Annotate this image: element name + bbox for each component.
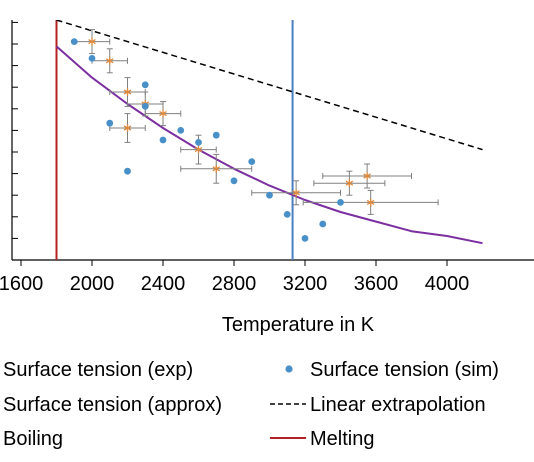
legend-label-linear-extrap: Linear extrapolation <box>310 394 486 416</box>
asterisk-stroke-2 <box>194 147 203 153</box>
exp-asterisk-marker <box>194 145 203 154</box>
legend-label-surface-exp: Surface tension (exp) <box>3 359 193 381</box>
sim-point-8 <box>195 139 202 146</box>
x-tick-label-1: 2000 <box>70 273 115 295</box>
asterisk-stroke-2 <box>345 180 354 186</box>
exp-asterisk-marker <box>123 124 132 132</box>
errorbar-point-1 <box>91 48 128 74</box>
x-tick-labels: 1600 2000 2400 2800 3200 3600 4000 <box>0 273 469 295</box>
x-tick-label-5: 3600 <box>354 273 399 295</box>
errorbar-point-0 <box>73 29 111 55</box>
exp-asterisk-marker <box>105 56 114 65</box>
sim-point-11 <box>248 158 256 166</box>
sim-point-14 <box>301 235 309 242</box>
scatter-series <box>70 38 344 242</box>
line-linear-extrapolation <box>56 20 483 151</box>
sim-point-12 <box>266 191 273 199</box>
exp-asterisk-marker <box>292 188 300 197</box>
legend-item-boiling: Boiling <box>3 428 63 450</box>
errorbar-point-6 <box>180 134 217 165</box>
legend-item-surface-exp: Surface tension (exp) <box>3 359 193 381</box>
legend-item-linear-extrap: Linear extrapolation <box>270 394 486 416</box>
asterisk-stroke-2 <box>105 58 114 64</box>
x-tick-label-4: 3200 <box>283 273 328 295</box>
exp-asterisk-marker <box>363 172 371 180</box>
sim-point-6 <box>159 136 167 144</box>
sim-point-2 <box>106 119 114 127</box>
legend-item-surface-sim: Surface tension (sim) <box>285 359 499 381</box>
errorbar-point-11 <box>302 189 439 215</box>
legend-item-melting: Melting <box>270 428 374 450</box>
exp-asterisk-marker <box>345 179 354 188</box>
sim-point-13 <box>283 211 291 218</box>
errorbar-point-5 <box>144 101 182 127</box>
errorbar-point-3 <box>109 113 146 143</box>
sim-point-3 <box>124 167 131 175</box>
legend-label-surface-approx: Surface tension (approx) <box>3 394 222 416</box>
legend-label-melting: Melting <box>310 428 374 450</box>
sim-point-9 <box>212 131 220 139</box>
errorbar-point-9 <box>313 170 386 196</box>
asterisk-stroke-2 <box>292 190 300 196</box>
asterisk-stroke-2 <box>159 111 167 117</box>
sim-point-16 <box>337 199 344 206</box>
y-ticks <box>12 21 18 261</box>
asterisk-stroke-2 <box>123 125 132 131</box>
exp-asterisk-marker <box>366 198 375 207</box>
legend: Surface tension (exp) Surface tension (s… <box>3 359 499 450</box>
x-tick-label-6: 4000 <box>425 273 470 295</box>
exp-asterisk-marker <box>88 37 96 46</box>
errorbar-point-7 <box>180 153 253 184</box>
legend-label-boiling: Boiling <box>3 428 63 450</box>
axes: 1600 2000 2400 2800 3200 3600 4000 <box>0 20 534 295</box>
sim-point-5 <box>141 103 149 110</box>
x-tick-label-2: 2400 <box>141 273 186 295</box>
exp-asterisk-marker <box>123 88 132 96</box>
sim-point-15 <box>319 220 327 228</box>
sim-point-0 <box>70 38 78 45</box>
sim-point-7 <box>177 126 185 134</box>
series-lines <box>55 20 483 245</box>
vertical-lines <box>55 20 294 260</box>
sim-point-10 <box>230 177 238 185</box>
asterisk-stroke-2 <box>123 89 132 95</box>
x-tick-label-0: 1600 <box>0 273 43 295</box>
x-tick-label-3: 2800 <box>212 273 257 295</box>
line-surface-tension-approx <box>55 45 483 245</box>
exp-asterisk-marker <box>159 109 167 118</box>
legend-marker-sim <box>285 365 293 373</box>
sim-point-4 <box>141 81 149 89</box>
errorbar-point-8 <box>251 180 341 206</box>
legend-item-surface-approx: Surface tension (approx) <box>3 394 222 416</box>
asterisk-stroke-2 <box>212 166 221 172</box>
plot-area <box>55 20 483 260</box>
x-axis-label: Temperature in K <box>222 314 375 336</box>
asterisk-stroke-2 <box>88 39 96 45</box>
asterisk-stroke-2 <box>366 199 375 205</box>
errorbar-point-10 <box>322 163 412 189</box>
asterisk-stroke-2 <box>363 173 371 179</box>
sim-point-1 <box>88 55 96 62</box>
legend-label-surface-sim: Surface tension (sim) <box>310 359 499 381</box>
exp-asterisk-marker <box>212 164 221 173</box>
errorbar-series <box>73 29 439 215</box>
x-ticks <box>20 260 448 266</box>
